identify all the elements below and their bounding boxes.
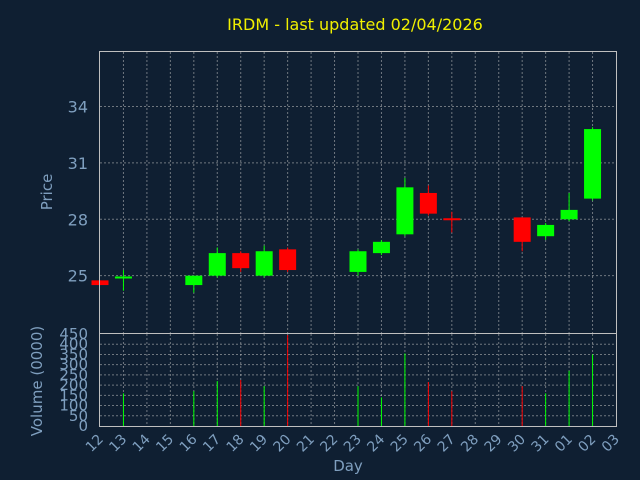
- candle-body: [584, 129, 602, 199]
- volume-tick-label: 350: [59, 345, 88, 363]
- volume-panel-frame: [99, 333, 617, 427]
- x-tick-label: 31: [529, 432, 553, 456]
- volume-series: [122, 335, 594, 426]
- day-axis-ticks: 12 13 14 15 16 17 18 19 20 21 22 23 24 25 26 27 28 29 30 31…: [83, 431, 623, 455]
- x-tick-label: 19: [247, 432, 271, 456]
- candle-body: [185, 275, 203, 286]
- volume-tick-label: 200: [59, 376, 88, 394]
- candle: [255, 245, 273, 278]
- x-tick-label: 18: [224, 432, 248, 456]
- volume-tick-label: 0: [78, 417, 88, 435]
- x-axis-label: Day: [333, 457, 363, 475]
- x-tick-label: 12: [83, 432, 107, 456]
- price-grid: [100, 52, 616, 333]
- candle-body: [372, 241, 390, 254]
- candle: [513, 217, 531, 252]
- candle: [114, 270, 132, 291]
- x-tick-label: 17: [200, 432, 224, 456]
- x-tick-label: 22: [317, 432, 341, 456]
- x-tick-label: 03: [599, 432, 623, 456]
- volume-tick-label: 150: [59, 386, 88, 404]
- candle-body: [255, 251, 273, 276]
- candle: [396, 177, 414, 237]
- x-tick-label: 01: [552, 432, 576, 456]
- volume-tick-label: 50: [69, 407, 88, 425]
- x-tick-label: 13: [106, 432, 130, 456]
- candlestick-series: [91, 127, 602, 293]
- candle: [232, 251, 250, 272]
- candle-body: [537, 224, 555, 237]
- x-tick-label: 21: [294, 432, 318, 456]
- volume-tick-label: 450: [59, 325, 88, 343]
- x-tick-label: 24: [364, 431, 388, 455]
- x-tick-label: 30: [505, 432, 529, 456]
- candle-body: [232, 253, 250, 269]
- candle-body: [396, 187, 414, 235]
- candle-body: [560, 209, 578, 220]
- x-tick-label: 28: [458, 432, 482, 456]
- x-tick-label: 23: [341, 432, 365, 456]
- price-tick-label: 34: [68, 98, 88, 117]
- price-tick-label: 25: [68, 267, 88, 286]
- volume-tick-label: 100: [59, 397, 88, 415]
- volume-tick-label: 400: [59, 335, 88, 353]
- candle: [419, 185, 437, 216]
- candle: [185, 275, 203, 293]
- price-axis-label: Price: [38, 174, 56, 211]
- x-tick-label: 25: [388, 432, 412, 456]
- x-tick-label: 27: [435, 432, 459, 456]
- x-tick-label: 26: [411, 431, 435, 455]
- candle: [279, 247, 297, 272]
- chart-title: IRDM - last updated 02/04/2026: [227, 15, 483, 34]
- price-tick-label: 28: [68, 210, 88, 229]
- candle-body: [419, 192, 437, 214]
- candle: [537, 223, 555, 240]
- candle-body: [279, 249, 297, 271]
- candle: [443, 211, 461, 233]
- x-tick-label: 29: [482, 432, 506, 456]
- candle: [560, 192, 578, 222]
- price-axis-ticks: 25 28 31 34: [68, 98, 88, 286]
- volume-tick-label: 250: [59, 366, 88, 384]
- candle: [208, 247, 226, 278]
- candle: [584, 127, 602, 201]
- x-tick-label: 15: [153, 432, 177, 456]
- volume-axis-label: Volume (0000): [28, 326, 46, 436]
- x-tick-label: 14: [130, 431, 154, 455]
- x-tick-label: 16: [177, 431, 201, 455]
- candle: [349, 249, 367, 276]
- x-tick-label: 20: [271, 432, 295, 456]
- price-tick-label: 31: [68, 154, 88, 173]
- candle-body: [513, 217, 531, 242]
- x-tick-label: 02: [575, 432, 599, 456]
- candle: [372, 239, 390, 255]
- volume-tick-label: 300: [59, 356, 88, 374]
- candle-body: [208, 253, 226, 276]
- candle-body: [349, 251, 367, 272]
